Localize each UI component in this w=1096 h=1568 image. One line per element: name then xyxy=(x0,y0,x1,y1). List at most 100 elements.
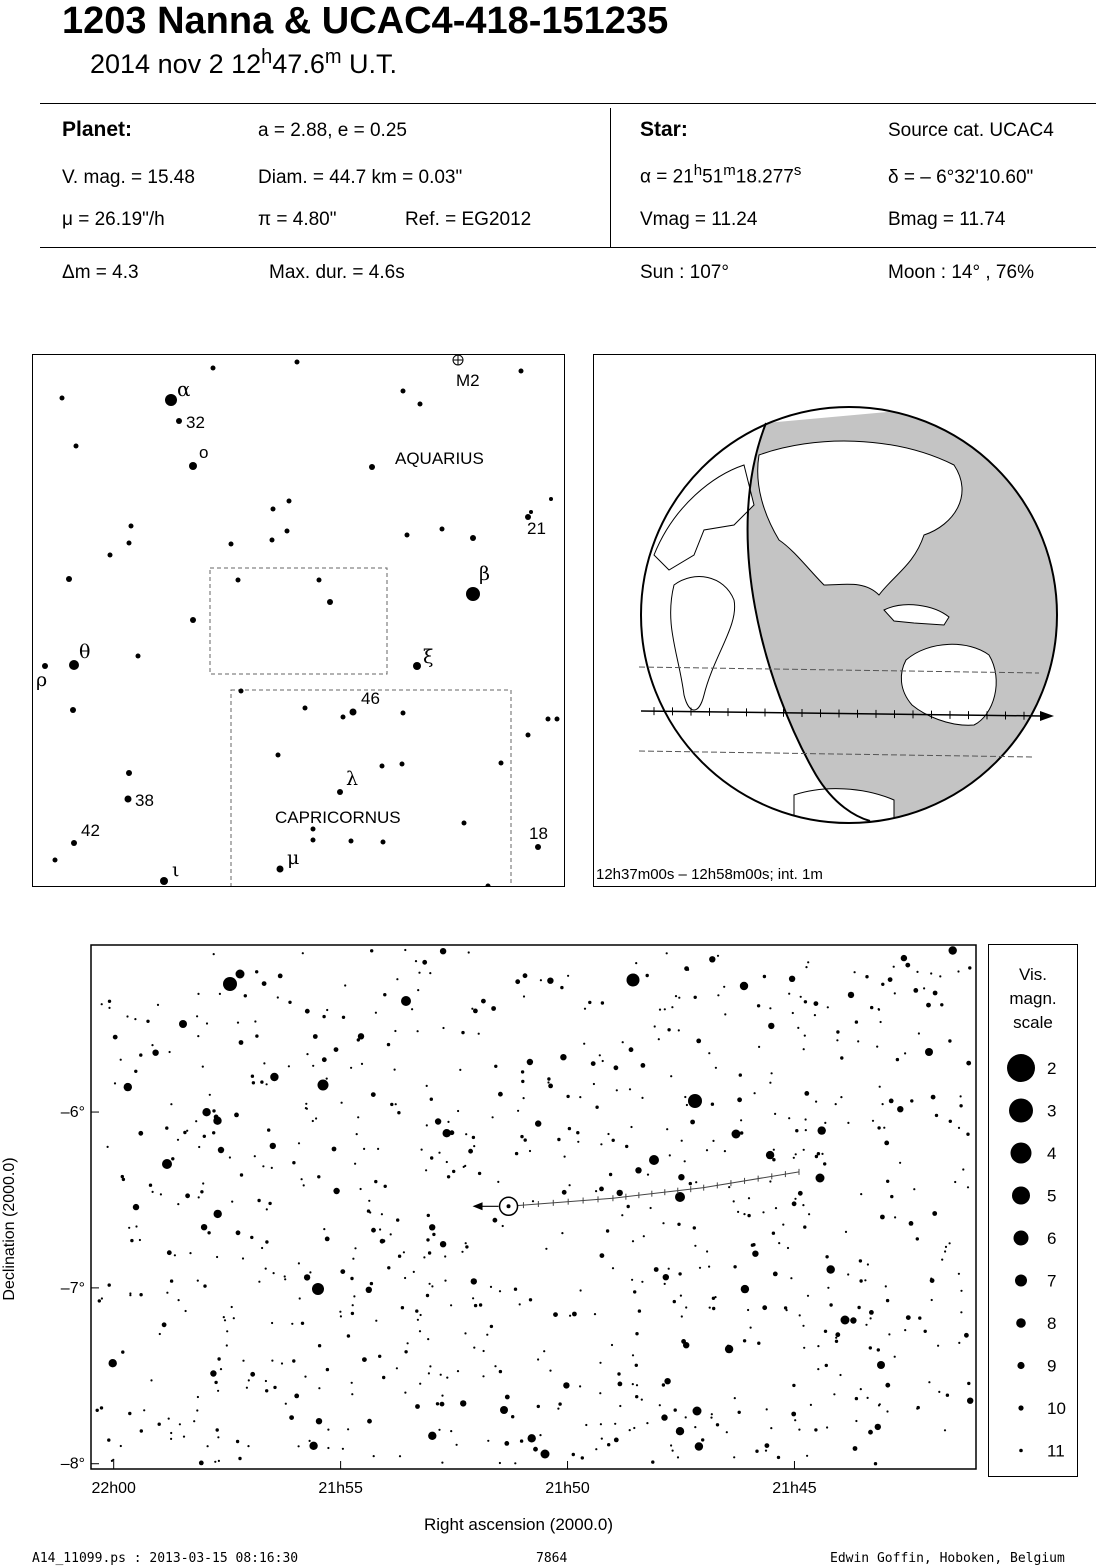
finder-star xyxy=(316,577,322,583)
chart-star xyxy=(670,1075,673,1078)
finder-star xyxy=(400,388,406,394)
chart-star xyxy=(494,1064,498,1068)
chart-star xyxy=(940,1003,944,1007)
chart-star xyxy=(678,1272,682,1276)
chart-star xyxy=(500,1406,508,1414)
chart-star xyxy=(445,1160,448,1164)
chart-star xyxy=(177,1203,180,1206)
chart-star xyxy=(212,1131,216,1135)
chart-star xyxy=(566,1094,570,1099)
chart-star xyxy=(439,1373,442,1376)
chart-star xyxy=(417,989,420,992)
chart-star xyxy=(923,1329,927,1333)
chart-star xyxy=(401,996,411,1006)
chart-star xyxy=(152,1049,159,1056)
chart-star xyxy=(255,1034,259,1038)
chart-star xyxy=(791,1411,797,1417)
chart-star xyxy=(450,1304,453,1307)
chart-star xyxy=(412,1270,415,1273)
chart-star xyxy=(740,1119,743,1122)
legend-dot xyxy=(1013,1230,1029,1246)
chart-star xyxy=(426,1213,430,1218)
chart-star xyxy=(894,1216,897,1219)
chart-star xyxy=(419,1313,422,1317)
chart-star xyxy=(809,1403,813,1406)
chart-star xyxy=(790,1277,793,1280)
field-box xyxy=(209,567,388,675)
chart-star xyxy=(271,1321,274,1325)
chart-star xyxy=(607,1443,611,1447)
chart-star xyxy=(427,1372,430,1375)
chart-star xyxy=(107,1438,111,1442)
chart-star xyxy=(595,1105,599,1109)
chart-star xyxy=(464,1242,467,1245)
chart-star xyxy=(797,1026,800,1029)
chart-star xyxy=(944,1250,947,1253)
chart-star xyxy=(112,1458,115,1461)
legend-dot xyxy=(1012,1186,1030,1205)
chart-star xyxy=(791,1011,794,1015)
chart-star xyxy=(277,973,283,979)
chart-star xyxy=(341,1015,346,1019)
chart-star xyxy=(464,1164,467,1167)
chart-star xyxy=(966,1186,970,1189)
chart-star xyxy=(379,1238,385,1244)
chart-star xyxy=(375,1319,378,1322)
continent-australia xyxy=(900,643,997,726)
chart-star xyxy=(138,1238,141,1242)
chart-star xyxy=(357,1033,365,1040)
chart-star xyxy=(231,1200,234,1203)
chart-star xyxy=(794,1197,797,1200)
x-tick-label: 21h45 xyxy=(772,1480,817,1497)
chart-star xyxy=(139,1429,143,1433)
chart-star xyxy=(772,1148,775,1151)
chart-star xyxy=(257,1198,261,1203)
chart-star xyxy=(481,998,486,1004)
chart-star xyxy=(877,1008,880,1011)
chart-star xyxy=(303,1274,311,1281)
chart-star xyxy=(880,1214,885,1220)
finder-star xyxy=(235,577,241,583)
chart-star xyxy=(732,1200,735,1203)
chart-star xyxy=(265,1389,269,1393)
chart-star xyxy=(225,1344,228,1347)
chart-star xyxy=(710,1416,713,1419)
chart-star xyxy=(888,1333,891,1336)
chart-star xyxy=(611,1267,615,1270)
chart-star xyxy=(312,1034,318,1039)
chart-star xyxy=(537,1358,540,1361)
chart-star xyxy=(687,968,690,971)
chart-star xyxy=(710,1413,713,1416)
chart-star xyxy=(477,1171,482,1176)
legend-label: 3 xyxy=(1047,1102,1056,1121)
chart-star xyxy=(434,1118,442,1125)
chart-star xyxy=(235,969,245,979)
chart-star xyxy=(886,1410,889,1413)
chart-star xyxy=(214,1460,217,1463)
finder-star xyxy=(270,506,276,512)
chart-star xyxy=(196,1395,199,1399)
chart-star xyxy=(749,1326,752,1329)
chart-star xyxy=(429,1097,433,1101)
chart-star xyxy=(397,1254,402,1258)
chart-star xyxy=(217,1436,220,1439)
chart-star xyxy=(489,1285,493,1288)
chart-star xyxy=(520,1134,524,1139)
chart-star xyxy=(737,1097,742,1103)
star-chart: 22h00 21h55 21h50 21h45 –6° –7° –8° xyxy=(61,944,977,1497)
finder-star xyxy=(417,401,423,407)
chart-star xyxy=(317,1079,329,1091)
chart-star xyxy=(716,954,720,957)
chart-star xyxy=(215,1428,219,1432)
chart-star xyxy=(869,1317,872,1320)
chart-star xyxy=(853,971,856,974)
y-tick-label: –6° xyxy=(61,1104,85,1121)
continent-asia xyxy=(757,440,963,596)
chart-star xyxy=(351,1393,354,1396)
finder-star xyxy=(128,523,134,529)
chart-star xyxy=(568,1184,571,1187)
finder-star xyxy=(525,732,531,738)
chart-star xyxy=(762,974,767,979)
chart-star xyxy=(369,1281,374,1286)
chart-star xyxy=(297,1445,300,1448)
